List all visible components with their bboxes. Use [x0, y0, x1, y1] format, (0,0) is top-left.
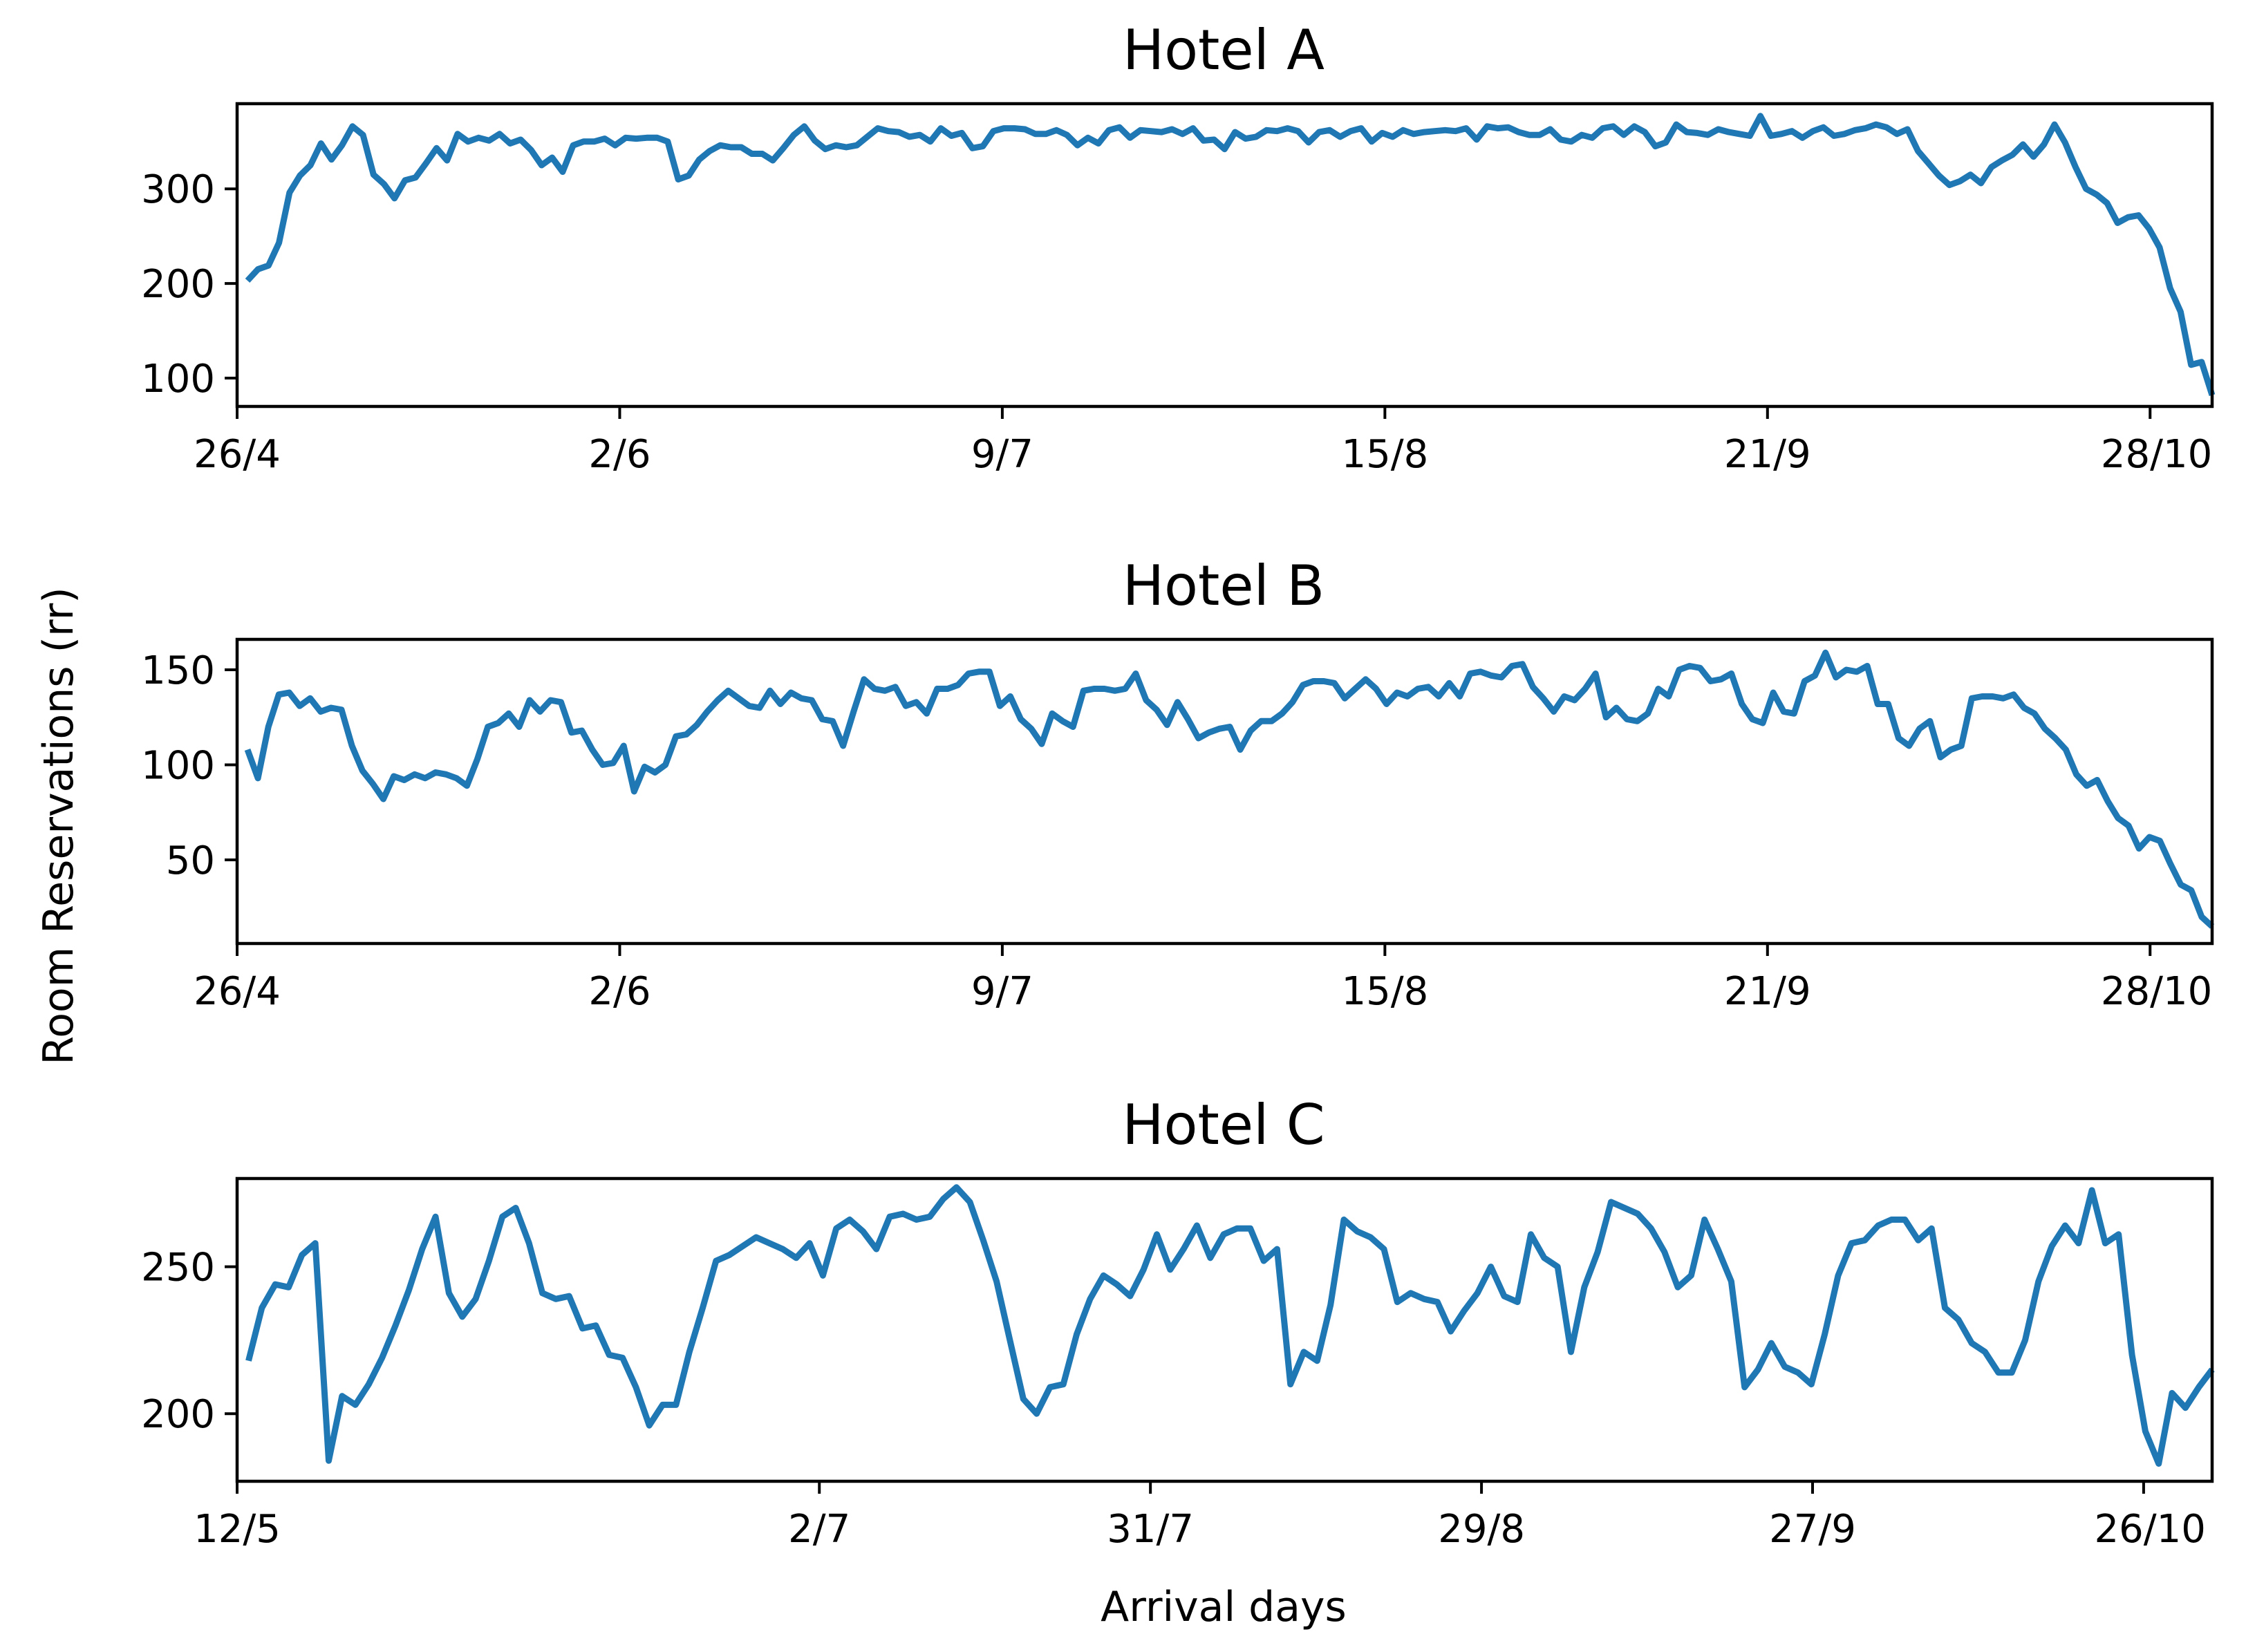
chart-title: Hotel A [1123, 18, 1325, 82]
x-tick-label: 26/4 [194, 432, 281, 477]
x-tick-label: 9/7 [971, 969, 1033, 1014]
x-tick-label: 26/10 [2095, 1507, 2206, 1552]
series-line [244, 649, 2215, 929]
y-ticks: 100 200 300 [141, 167, 237, 402]
x-tick-label: 2/6 [588, 432, 651, 477]
chart-hotel-a: Hotel A 100 200 300 26/4 2/6 9/7 15/8 21/9 28/1… [141, 18, 2216, 477]
chart-hotel-c: Hotel C 200 250 12/5 2/7 31/7 29/8 27/9 26/10 [141, 1093, 2215, 1552]
x-tick-label: 15/8 [1341, 969, 1428, 1014]
chart-title: Hotel B [1123, 554, 1325, 618]
chart-title: Hotel C [1122, 1093, 1325, 1157]
x-tick-label: 31/7 [1107, 1507, 1194, 1552]
x-tick-label: 2/7 [788, 1507, 850, 1552]
plot-frame [235, 637, 2214, 946]
x-tick-label: 21/9 [1724, 969, 1811, 1014]
y-tick-label: 100 [141, 744, 215, 789]
x-tick-label: 26/4 [194, 969, 281, 1014]
y-tick-label: 200 [141, 262, 215, 307]
x-axis-label: Arrival days [1101, 1583, 1347, 1631]
y-tick-label: 150 [141, 648, 215, 693]
y-tick-label: 50 [166, 838, 215, 883]
y-tick-label: 250 [141, 1246, 215, 1290]
y-ticks: 50 100 150 [141, 648, 237, 883]
plot-frame [235, 1176, 2214, 1483]
x-tick-label: 2/6 [588, 969, 651, 1014]
x-tick-label: 9/7 [971, 432, 1033, 477]
series-line [245, 113, 2216, 396]
y-ticks: 200 250 [141, 1246, 237, 1437]
plot-frame [235, 102, 2214, 409]
x-tick-label: 27/9 [1769, 1507, 1856, 1552]
y-tick-label: 100 [141, 357, 215, 402]
y-tick-label: 200 [141, 1392, 215, 1437]
x-tick-label: 29/8 [1438, 1507, 1525, 1552]
x-tick-label: 28/10 [2101, 432, 2212, 477]
x-ticks: 26/4 2/6 9/7 15/8 21/9 28/10 [194, 944, 2212, 1014]
x-tick-label: 28/10 [2101, 969, 2212, 1014]
x-tick-label: 21/9 [1724, 432, 1811, 477]
x-tick-label: 12/5 [194, 1507, 281, 1552]
y-axis-label: Room Reservations (rr) [35, 587, 83, 1064]
x-ticks: 26/4 2/6 9/7 15/8 21/9 28/10 [194, 406, 2212, 477]
series-line [245, 1184, 2215, 1467]
chart-hotel-b: Hotel B 50 100 150 26/4 2/6 9/7 15/8 21/9 28/10 [141, 554, 2215, 1014]
y-tick-label: 300 [141, 167, 215, 212]
x-tick-label: 15/8 [1341, 432, 1428, 477]
x-ticks: 12/5 2/7 31/7 29/8 27/9 26/10 [194, 1481, 2206, 1552]
